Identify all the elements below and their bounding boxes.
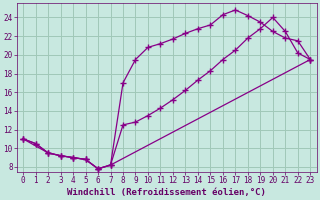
- X-axis label: Windchill (Refroidissement éolien,°C): Windchill (Refroidissement éolien,°C): [67, 188, 266, 197]
